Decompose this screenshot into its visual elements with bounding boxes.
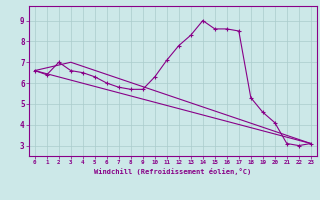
X-axis label: Windchill (Refroidissement éolien,°C): Windchill (Refroidissement éolien,°C): [94, 168, 252, 175]
